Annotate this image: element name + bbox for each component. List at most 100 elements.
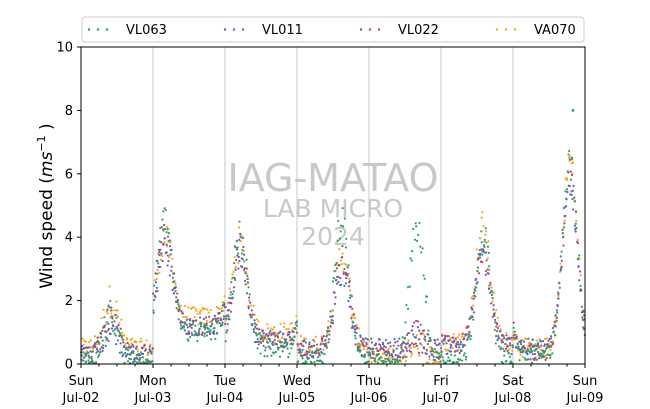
data-point [124, 355, 128, 358]
data-point [283, 322, 286, 325]
data-point [255, 334, 258, 337]
data-point [205, 319, 208, 322]
data-point [451, 340, 454, 343]
data-point [562, 226, 566, 229]
legend-item-VL063: VL063 [87, 23, 167, 38]
data-point [566, 178, 569, 182]
data-point [558, 286, 561, 289]
data-point [244, 271, 247, 275]
data-point [119, 333, 122, 337]
data-point [328, 329, 331, 333]
data-point [305, 337, 308, 340]
data-point [469, 317, 472, 320]
data-point [117, 324, 120, 327]
data-point [363, 340, 366, 343]
data-point [484, 233, 487, 236]
data-point [488, 265, 491, 268]
data-point [98, 342, 101, 345]
data-point [449, 337, 452, 340]
data-point [424, 300, 427, 304]
data-point [449, 344, 453, 347]
data-point [574, 230, 577, 233]
data-point [248, 299, 251, 302]
data-point [544, 347, 548, 350]
data-point [229, 294, 232, 297]
data-point [115, 326, 119, 329]
data-point [144, 358, 148, 361]
data-point [109, 309, 113, 312]
data-point [113, 332, 116, 335]
data-point [101, 339, 104, 342]
data-point [288, 352, 291, 355]
data-point [209, 329, 212, 332]
legend-marker [504, 28, 508, 31]
data-point [158, 271, 161, 274]
data-point [171, 288, 174, 292]
data-point [104, 336, 107, 339]
data-point [305, 353, 308, 356]
data-point [193, 315, 196, 319]
data-point [334, 296, 337, 299]
data-point [135, 341, 138, 344]
data-point [437, 361, 440, 364]
data-point [362, 343, 365, 346]
data-point [381, 341, 385, 344]
data-point [226, 322, 229, 326]
data-point [158, 253, 161, 257]
data-point [199, 325, 203, 328]
data-point [398, 359, 401, 362]
data-point [285, 344, 288, 348]
data-point [526, 358, 529, 361]
data-point [323, 352, 326, 356]
data-point [103, 324, 106, 327]
data-point [217, 319, 220, 322]
data-point [442, 359, 445, 362]
data-point [327, 341, 330, 344]
data-point [459, 341, 463, 344]
data-point [181, 312, 184, 315]
data-point [307, 345, 311, 349]
data-point [130, 352, 133, 355]
data-point [208, 315, 211, 318]
data-point [481, 250, 484, 253]
data-point [437, 356, 440, 359]
data-point [370, 356, 373, 360]
data-point [425, 352, 428, 356]
data-point [482, 243, 485, 247]
data-point [575, 226, 578, 230]
data-point [411, 325, 414, 328]
data-point [571, 189, 575, 192]
data-point [197, 329, 201, 332]
data-point [262, 335, 265, 338]
data-point [193, 334, 196, 337]
data-point [218, 307, 221, 311]
data-point [192, 319, 195, 323]
data-point [404, 321, 407, 324]
data-point [582, 309, 585, 312]
data-point [368, 346, 371, 350]
data-point [380, 359, 383, 362]
data-point [325, 346, 328, 349]
data-point [384, 357, 387, 360]
data-point [533, 344, 537, 347]
data-point [95, 346, 98, 349]
data-point [96, 336, 99, 339]
data-point [341, 225, 345, 228]
data-point [209, 309, 212, 312]
x-tick-date: Jul-09 [566, 391, 604, 406]
data-point [87, 361, 91, 364]
data-point [486, 245, 490, 248]
data-point [295, 331, 298, 334]
data-point [155, 260, 158, 263]
data-point [220, 307, 223, 310]
data-point [101, 329, 104, 332]
data-point [456, 336, 459, 339]
data-point [174, 290, 177, 293]
data-point [534, 349, 537, 352]
data-point [459, 358, 462, 361]
legend-marker [232, 28, 236, 31]
data-point [289, 342, 292, 346]
data-point [465, 355, 468, 359]
data-point [321, 337, 324, 341]
data-point [188, 325, 192, 328]
